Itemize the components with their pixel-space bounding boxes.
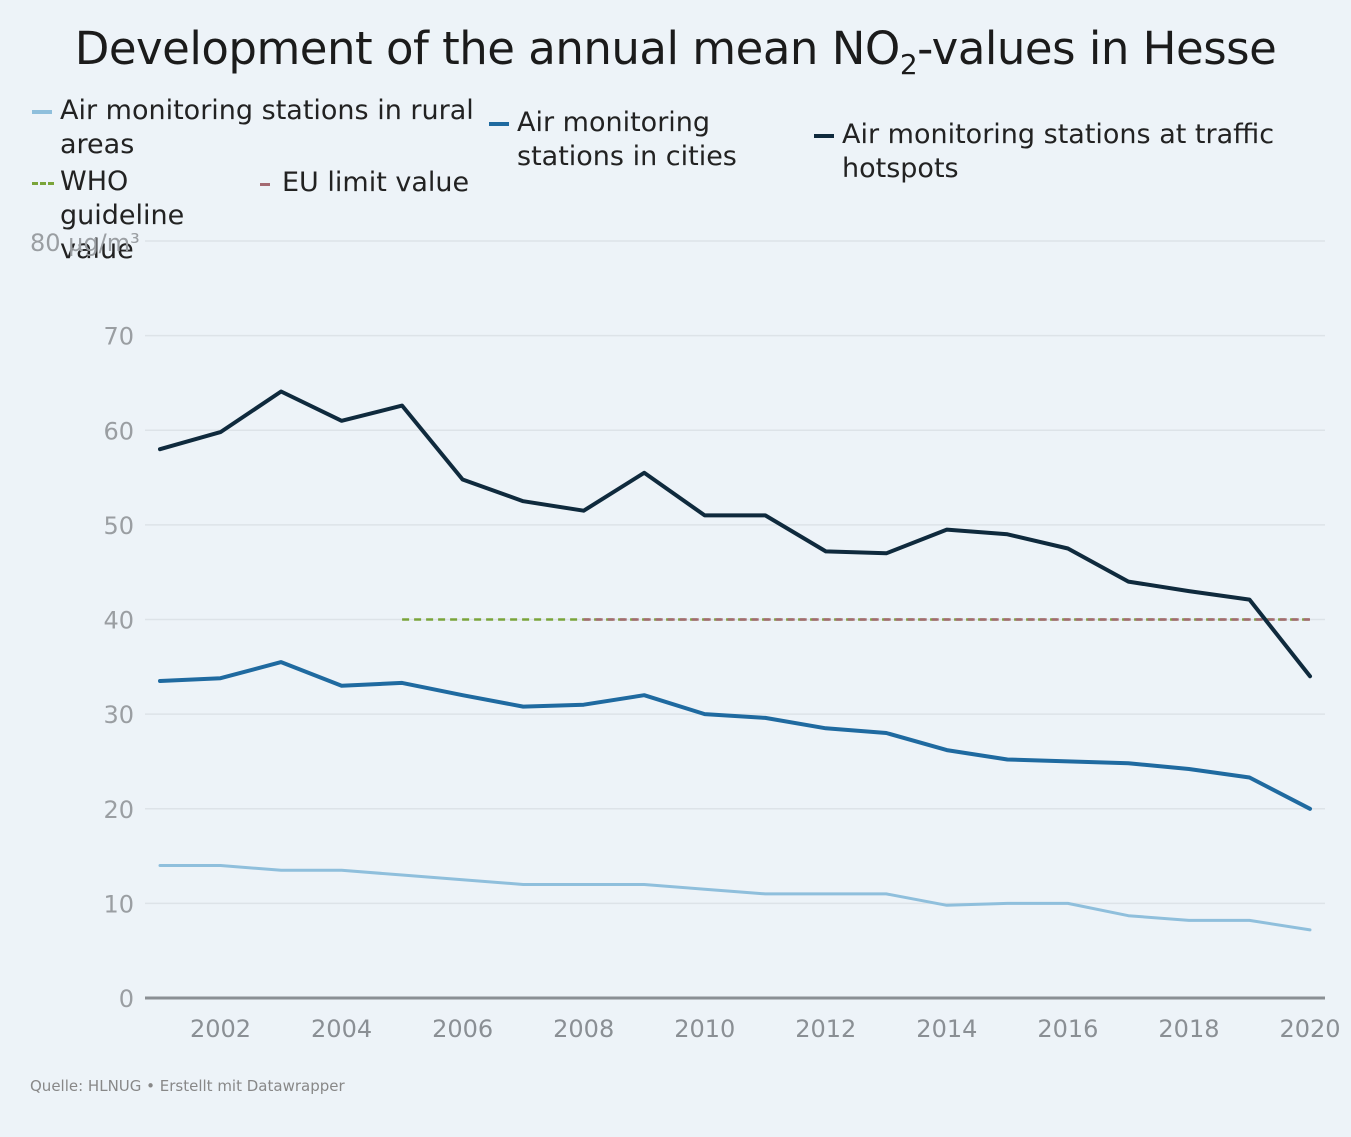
legend-label-who: WHO guideline value (60, 166, 185, 265)
y-tick-label: 70 (103, 323, 134, 351)
legend-swatch-eu (260, 183, 270, 186)
x-tick-label: 2016 (1037, 1015, 1098, 1043)
legend-item-cities: Air monitoring stations in cities (489, 106, 757, 174)
legend-label-rural: Air monitoring stations in rural areas (60, 95, 474, 160)
x-tick-labels: 2002 2004 2006 2008 2010 2012 2014 2016 2018 2020 (190, 1015, 1341, 1043)
series-line (158, 389, 1312, 679)
legend-item-hotspots: Air monitoring stations at traffic hotsp… (814, 118, 1292, 186)
legend-swatch-cities (489, 122, 509, 126)
legend-swatch-rural (32, 110, 52, 114)
x-tick-label: 2018 (1158, 1015, 1219, 1043)
x-tick-label: 2008 (553, 1015, 614, 1043)
y-tick-label: 20 (103, 796, 134, 824)
legend-label-cities: Air monitoring stations in cities (517, 107, 737, 172)
legend-item-who: WHO guideline value (32, 165, 260, 267)
x-tick-label: 2020 (1279, 1015, 1340, 1043)
x-tick-label: 2004 (311, 1015, 372, 1043)
source-note: Quelle: HLNUG • Erstellt mit Datawrapper (30, 1077, 345, 1095)
y-tick-label: 30 (103, 701, 134, 729)
x-tick-label: 2006 (432, 1015, 493, 1043)
y-tick-label: 60 (103, 417, 134, 445)
legend-swatch-hotspots (814, 134, 834, 138)
legend-item-rural: Air monitoring stations in rural areas (32, 94, 480, 162)
series-lines (158, 389, 1312, 932)
y-tick-label: 40 (103, 607, 134, 635)
y-tick-label: 80 µg/m³ (30, 229, 140, 257)
y-tick-label: 50 (103, 512, 134, 540)
series-line (158, 864, 1312, 932)
grid-lines (145, 240, 1325, 1000)
legend-label-hotspots: Air monitoring stations at traffic hotsp… (842, 119, 1275, 184)
chart-title: Development of the annual mean NO2-value… (74, 22, 1277, 81)
x-tick-label: 2014 (916, 1015, 977, 1043)
x-tick-label: 2012 (795, 1015, 856, 1043)
series-line (158, 660, 1312, 811)
y-tick-labels: 0 10 20 30 40 50 60 70 80 µg/m³ (30, 229, 140, 1013)
legend-swatch-who (32, 182, 54, 185)
x-tick-label: 2010 (674, 1015, 735, 1043)
legend-label-eu: EU limit value (282, 167, 470, 198)
x-tick-label: 2002 (190, 1015, 251, 1043)
y-tick-label: 0 (119, 985, 134, 1013)
legend-item-eu: EU limit value (260, 166, 502, 200)
y-tick-label: 10 (103, 890, 134, 918)
